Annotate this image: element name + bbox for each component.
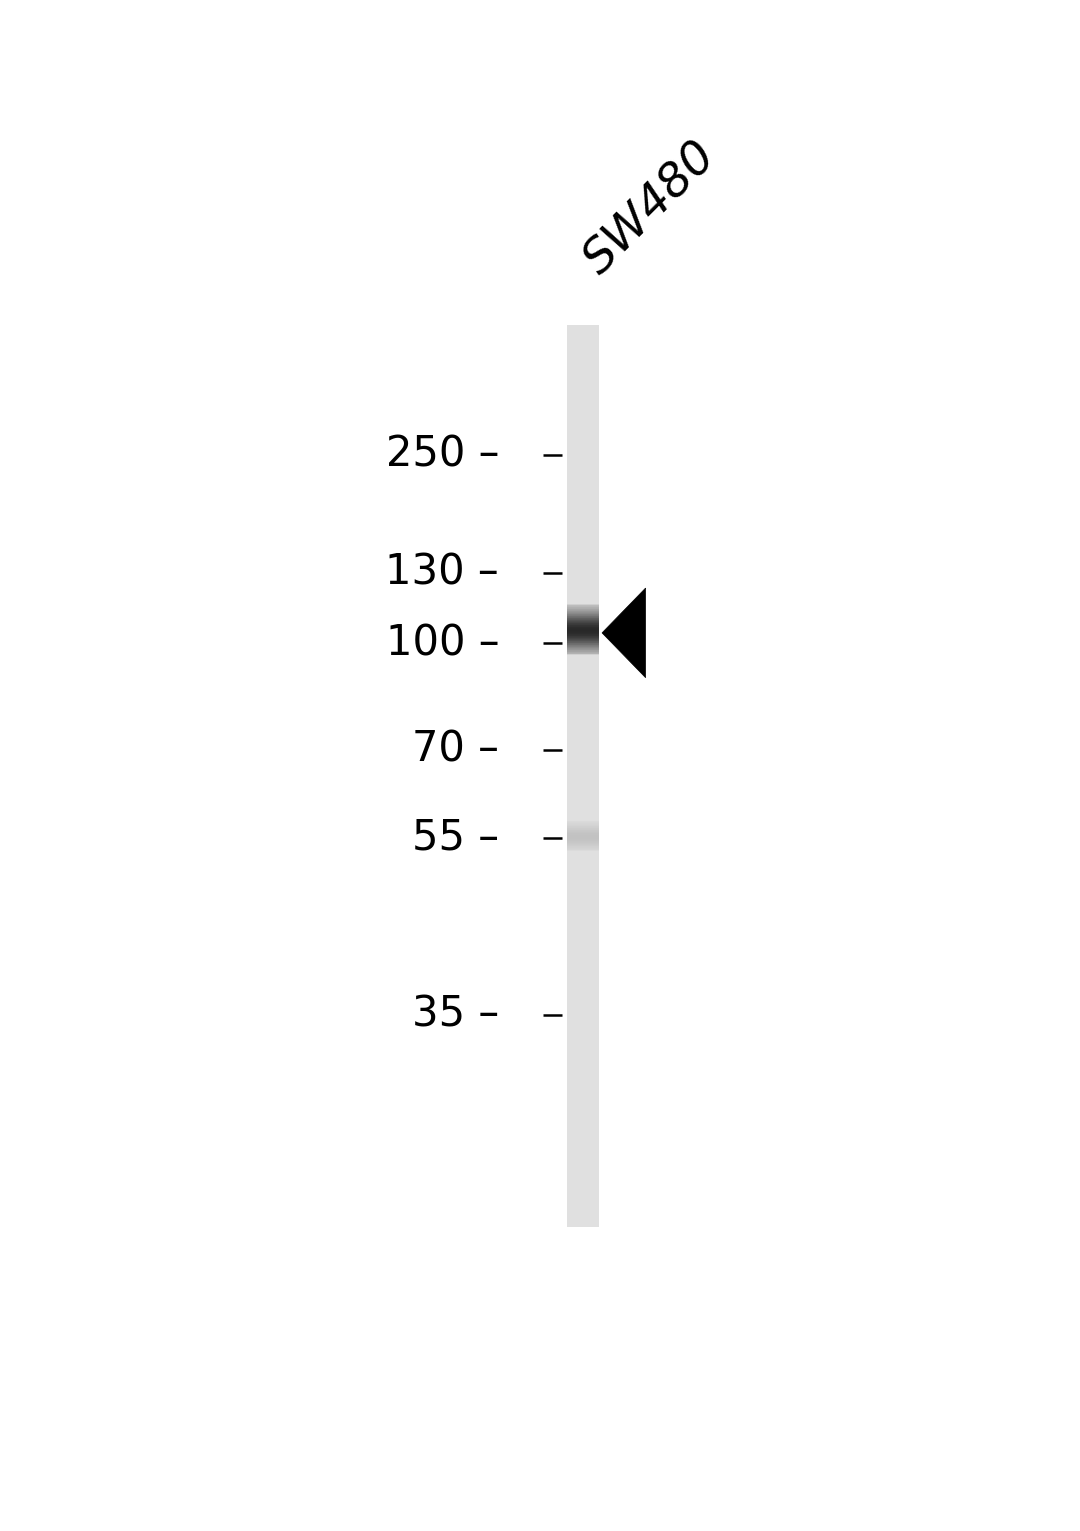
Text: 250 –: 250 – — [386, 433, 499, 476]
Text: 130 –: 130 – — [386, 551, 499, 594]
Polygon shape — [602, 588, 646, 678]
Text: 100 –: 100 – — [386, 623, 499, 664]
Text: 70 –: 70 – — [413, 729, 499, 770]
Text: 55 –: 55 – — [413, 818, 499, 859]
Text: 35 –: 35 – — [411, 994, 499, 1036]
Text: SW480: SW480 — [576, 133, 726, 283]
